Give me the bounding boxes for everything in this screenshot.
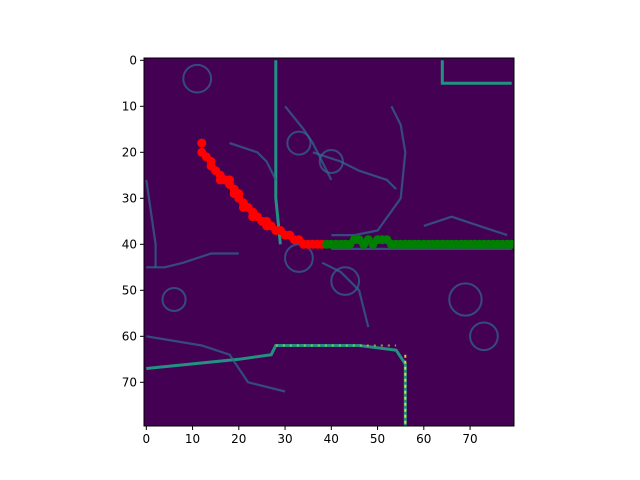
y-tick-label: 10 (122, 99, 137, 113)
y-tick-label: 30 (122, 191, 137, 205)
x-axis: 0 10 20 30 40 50 60 70 (142, 426, 477, 446)
x-tick-label: 10 (185, 432, 200, 446)
x-tick-label: 50 (370, 432, 385, 446)
y-tick-label: 70 (122, 375, 137, 389)
x-tick-label: 30 (277, 432, 292, 446)
y-tick-label: 50 (122, 283, 137, 297)
y-axis: 0 10 20 30 40 50 60 70 (122, 53, 144, 389)
scatter-point (507, 240, 516, 249)
y-tick-label: 60 (122, 329, 137, 343)
scatter-point (197, 139, 206, 148)
y-tick-label: 0 (129, 53, 137, 67)
x-tick-label: 0 (142, 432, 150, 446)
x-tick-label: 20 (231, 432, 246, 446)
y-tick-label: 40 (122, 237, 137, 251)
x-tick-label: 60 (416, 432, 431, 446)
plot-area (144, 58, 516, 428)
x-tick-label: 40 (324, 432, 339, 446)
y-tick-label: 20 (122, 145, 137, 159)
x-tick-label: 70 (462, 432, 477, 446)
